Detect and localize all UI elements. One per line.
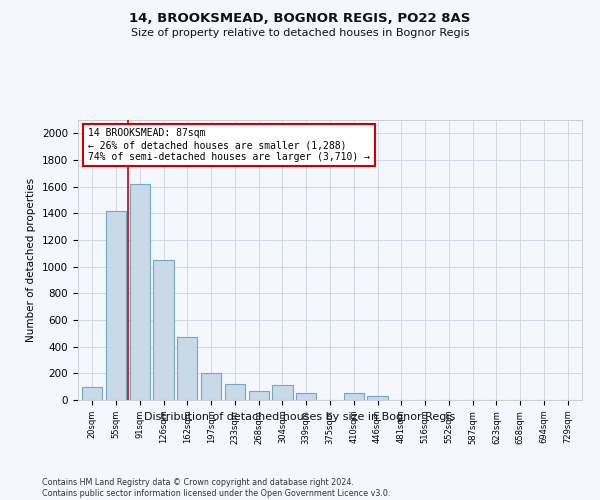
- Text: 14 BROOKSMEAD: 87sqm
← 26% of detached houses are smaller (1,288)
74% of semi-de: 14 BROOKSMEAD: 87sqm ← 26% of detached h…: [88, 128, 370, 162]
- Bar: [130, 184, 150, 400]
- Text: Distribution of detached houses by size in Bognor Regis: Distribution of detached houses by size …: [145, 412, 455, 422]
- Bar: [154, 260, 173, 400]
- Y-axis label: Number of detached properties: Number of detached properties: [26, 178, 37, 342]
- Bar: [106, 210, 126, 400]
- Bar: [201, 374, 221, 400]
- Bar: [225, 384, 245, 400]
- Bar: [82, 386, 103, 400]
- Bar: [248, 392, 269, 400]
- Bar: [344, 392, 364, 400]
- Text: Size of property relative to detached houses in Bognor Regis: Size of property relative to detached ho…: [131, 28, 469, 38]
- Bar: [272, 386, 293, 400]
- Bar: [177, 338, 197, 400]
- Text: 14, BROOKSMEAD, BOGNOR REGIS, PO22 8AS: 14, BROOKSMEAD, BOGNOR REGIS, PO22 8AS: [130, 12, 470, 26]
- Bar: [367, 396, 388, 400]
- Bar: [296, 392, 316, 400]
- Text: Contains HM Land Registry data © Crown copyright and database right 2024.
Contai: Contains HM Land Registry data © Crown c…: [42, 478, 391, 498]
